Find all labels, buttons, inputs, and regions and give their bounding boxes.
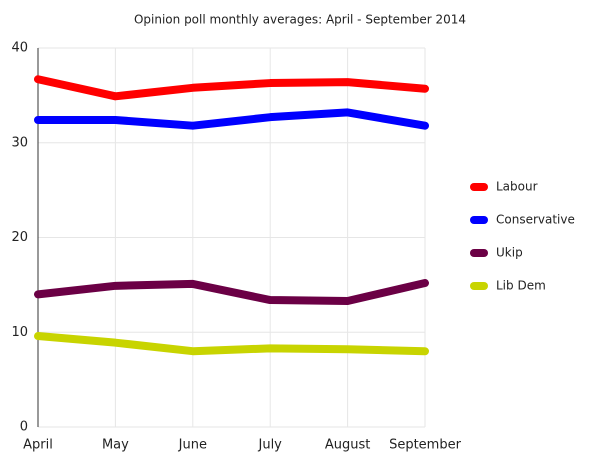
x-tick-label: June <box>178 438 207 453</box>
legend-label: Lib Dem <box>496 279 546 293</box>
series-line <box>34 278 429 305</box>
x-tick-label: September <box>389 438 462 453</box>
chart-title: Opinion poll monthly averages: April - S… <box>134 13 466 27</box>
series-line <box>34 332 429 356</box>
y-tick-label: 10 <box>11 325 28 340</box>
x-tick-label: April <box>23 438 53 453</box>
legend-label: Conservative <box>496 213 575 227</box>
series-line <box>34 108 429 130</box>
legend-label: Ukip <box>496 246 523 260</box>
y-tick-label: 0 <box>20 420 28 435</box>
y-tick-label: 20 <box>11 230 28 245</box>
x-tick-label: July <box>258 438 283 453</box>
y-tick-label: 30 <box>11 135 28 150</box>
series-line <box>34 75 429 101</box>
x-tick-label: August <box>325 438 371 453</box>
y-tick-label: 40 <box>11 41 28 56</box>
x-tick-label: May <box>102 438 129 453</box>
legend-label: Labour <box>496 180 538 194</box>
